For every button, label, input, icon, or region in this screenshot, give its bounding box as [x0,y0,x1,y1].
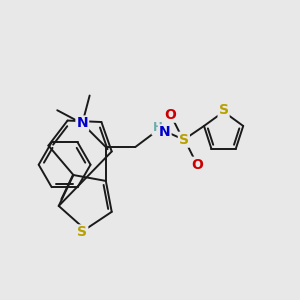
Text: O: O [191,158,203,172]
Text: N: N [76,116,88,130]
Text: S: S [77,225,87,239]
Text: H: H [152,122,162,134]
Text: S: S [179,133,189,147]
Text: O: O [165,108,176,122]
Text: S: S [219,103,229,117]
Text: N: N [159,125,170,139]
